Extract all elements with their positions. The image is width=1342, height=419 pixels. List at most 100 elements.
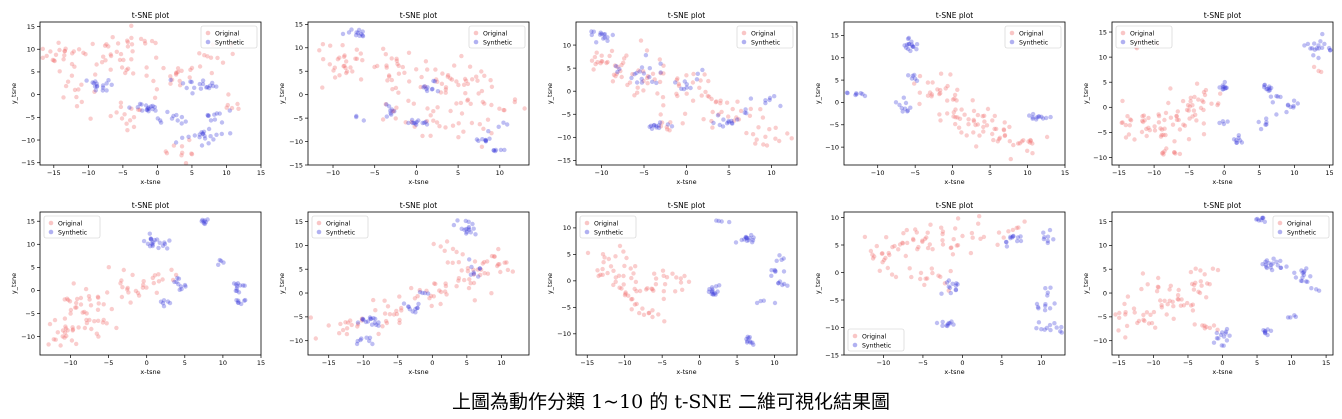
synthetic-point [909,76,915,81]
x-tick-label: −5 [104,359,114,367]
plot-title: t-SNE plot [668,201,706,210]
original-point [495,263,500,269]
synthetic-point [483,138,488,143]
original-point [131,71,136,76]
synthetic-point [1292,270,1297,275]
original-point [990,118,995,123]
original-point [73,305,78,310]
synthetic-point [900,109,905,114]
synthetic-point [694,77,700,82]
original-point [482,259,487,265]
synthetic-point [1264,120,1269,125]
original-point [904,227,909,233]
synthetic-point [706,289,712,294]
original-point [619,62,624,68]
synthetic-point [160,301,166,306]
original-point [125,66,131,71]
synthetic-point [647,74,652,80]
synthetic-point [724,121,730,126]
original-point [489,102,494,108]
synthetic-point [712,291,718,296]
synthetic-point [100,85,106,90]
original-point [424,118,430,124]
original-point [660,95,666,100]
original-point [922,282,927,288]
original-point [699,93,704,98]
original-point [952,96,957,101]
synthetic-point [346,30,352,35]
original-point [1192,282,1197,288]
original-point [133,288,139,294]
original-point [1140,119,1146,125]
x-tick-label: 5 [1000,359,1004,367]
original-point [489,131,494,136]
synthetic-point [1059,330,1064,335]
original-point [949,245,954,250]
original-point [868,248,874,254]
synthetic-point [911,44,916,49]
original-point [72,87,78,93]
synthetic-point [1260,216,1265,221]
original-point [435,105,440,110]
original-point [225,102,230,108]
original-point [1156,285,1161,290]
synthetic-point [199,219,204,224]
y-tick-label: 0 [299,91,303,99]
synthetic-point [1302,43,1307,48]
synthetic-point [750,240,755,245]
synthetic-point [139,102,144,107]
x-tick-label: 10 [496,169,504,177]
original-point [189,65,195,71]
original-point [731,118,737,123]
original-point [154,290,159,295]
synthetic-point [234,284,240,289]
synthetic-point [947,321,953,326]
original-point [384,320,390,326]
original-point [645,286,650,291]
synthetic-point [206,113,211,118]
original-point [637,310,642,316]
synthetic-point [1221,334,1227,339]
original-point [1184,107,1190,113]
synthetic-point [605,38,610,43]
synthetic-point [656,125,662,131]
original-point [62,53,67,58]
original-point [959,107,964,112]
synthetic-point [165,109,170,115]
original-point [761,142,766,147]
original-point [709,118,714,124]
original-point [1172,139,1177,144]
original-point [925,230,930,235]
synthetic-point [914,78,920,84]
original-point [1204,295,1209,300]
original-point [589,58,595,63]
x-tick-label: −10 [326,169,340,177]
original-point [684,91,689,96]
original-point [1201,107,1206,113]
original-point [418,84,423,90]
original-point [409,285,414,291]
synthetic-point [720,124,726,129]
synthetic-point [1265,86,1270,92]
original-point [1194,81,1200,86]
original-point [433,281,438,287]
original-point [956,125,962,130]
synthetic-point [781,269,787,274]
original-point [1030,141,1035,146]
original-point [977,133,982,138]
synthetic-point [739,237,744,243]
y-tick-label: 0 [567,277,571,285]
original-point [108,52,113,57]
synthetic-point [1295,101,1300,106]
original-point [387,312,393,317]
synthetic-point [632,72,637,77]
synthetic-point [150,243,155,249]
y-tick-label: 15 [295,21,303,29]
synthetic-point [940,319,945,325]
original-point [425,106,430,111]
synthetic-point [1045,234,1051,239]
original-point [169,77,175,83]
synthetic-point [1003,239,1009,245]
original-point [1176,287,1181,293]
synthetic-point [1036,114,1041,119]
